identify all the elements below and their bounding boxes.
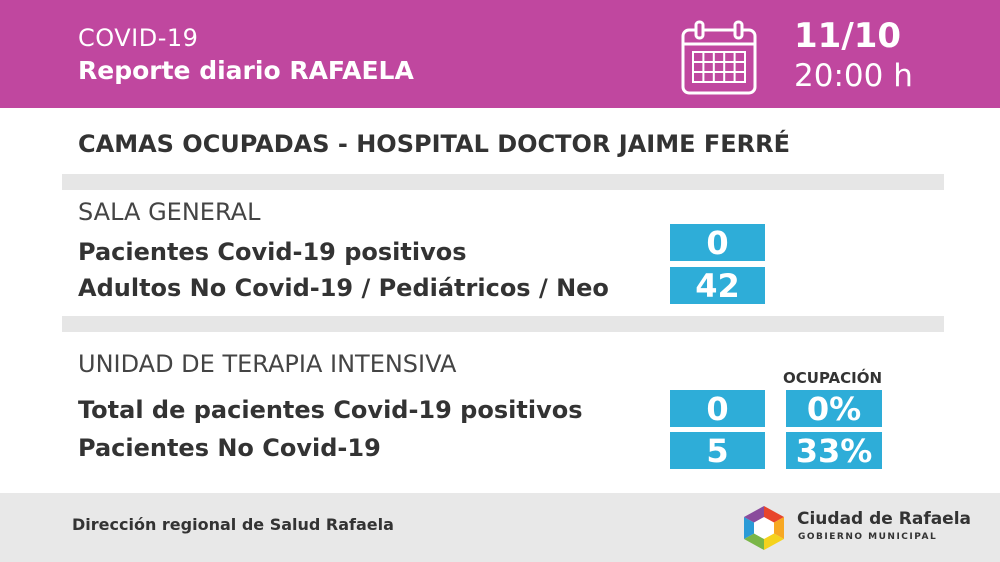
uti-row-value: 5 [670, 432, 765, 470]
header-bar: COVID-19 Reporte diario RAFAELA 11/10 20… [0, 0, 1000, 108]
section-divider [62, 174, 944, 190]
logo-subtitle: GOBIERNO MUNICIPAL [798, 532, 938, 542]
uti-row-occupancy: 0% [786, 390, 882, 428]
sala-row-value: 0 [670, 224, 765, 262]
sala-row-label: Pacientes Covid-19 positivos [78, 238, 467, 266]
footer-text: Dirección regional de Salud Rafaela [72, 515, 394, 534]
logo-name: Ciudad de Rafaela [797, 509, 972, 529]
report-time: 20:00 h [794, 58, 913, 94]
uti-row-label: Pacientes No Covid-19 [78, 434, 381, 462]
header-title: Reporte diario RAFAELA [78, 56, 414, 85]
main-title: CAMAS OCUPADAS - HOSPITAL DOCTOR JAIME F… [78, 130, 790, 158]
sala-row-value: 42 [670, 267, 765, 305]
uti-row-occupancy: 33% [786, 432, 882, 470]
uti-title: UNIDAD DE TERAPIA INTENSIVA [78, 350, 457, 378]
sala-row-label: Adultos No Covid-19 / Pediátricos / Neo [78, 274, 609, 302]
report-date: 11/10 [794, 16, 902, 56]
occupancy-header: OCUPACIÓN [783, 369, 883, 387]
calendar-icon [681, 20, 757, 95]
uti-row-value: 0 [670, 390, 765, 428]
uti-row-label: Total de pacientes Covid-19 positivos [78, 396, 583, 424]
header-kicker: COVID-19 [78, 24, 199, 52]
footer-bar: Dirección regional de Salud Rafaela Ciud… [0, 493, 1000, 562]
city-logo-icon [744, 506, 784, 550]
section-divider [62, 316, 944, 332]
sala-general-title: SALA GENERAL [78, 198, 261, 226]
